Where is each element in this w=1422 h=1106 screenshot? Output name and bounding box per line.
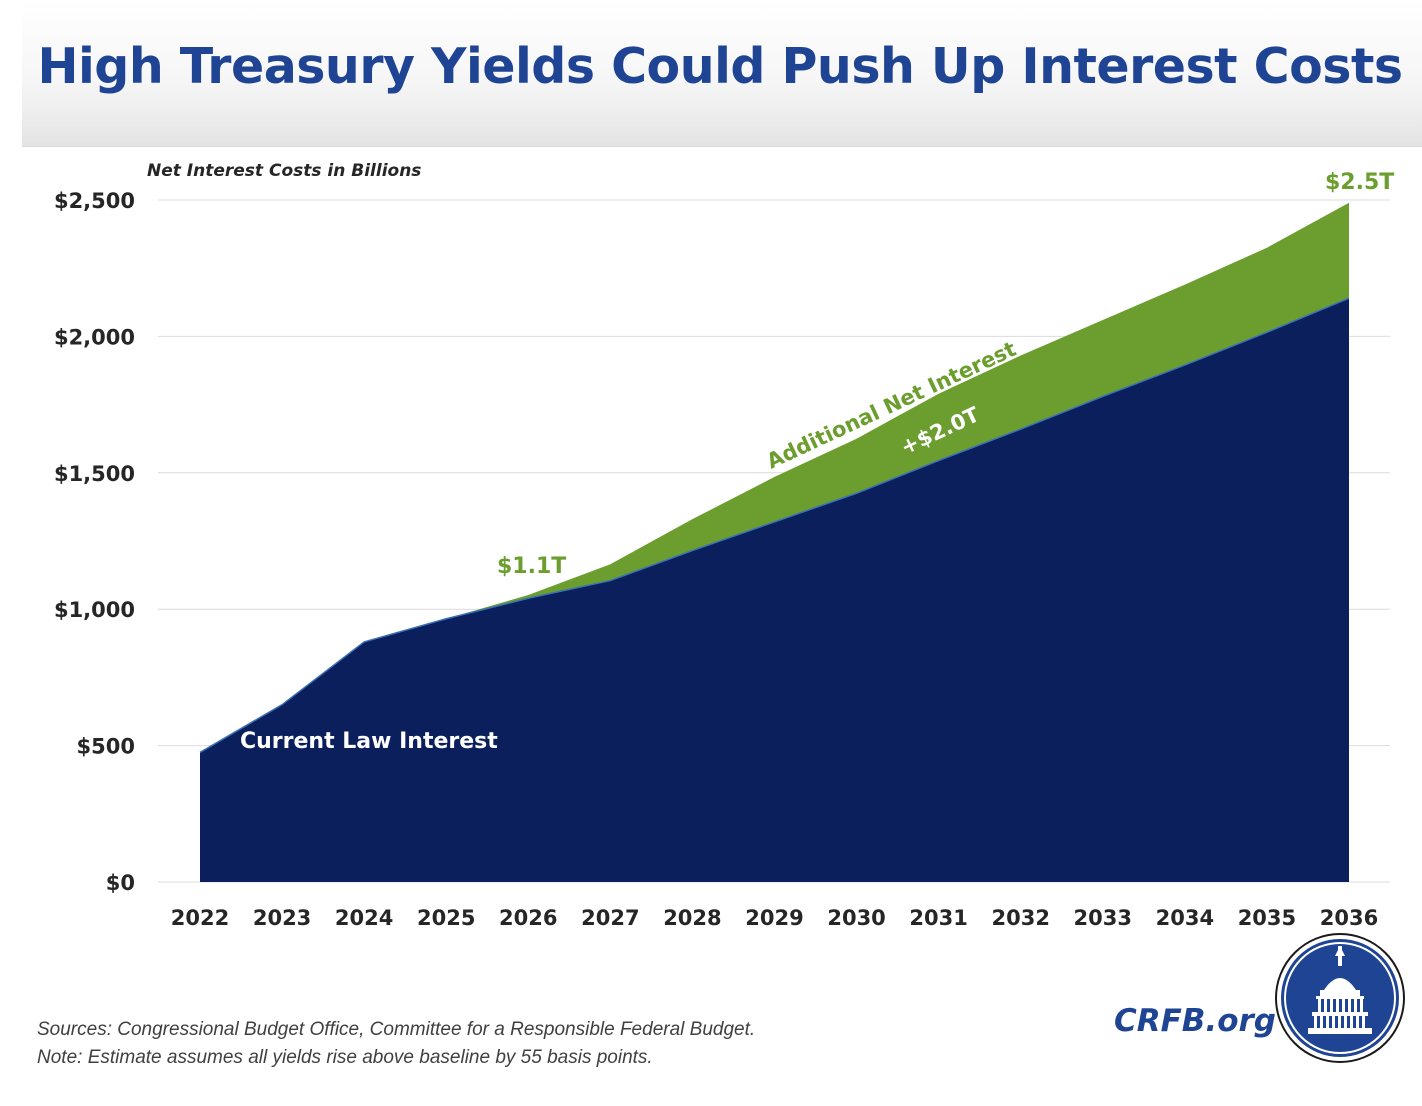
title-banner	[22, 0, 1422, 147]
y-tick-label: $2,000	[54, 325, 135, 349]
x-tick-label: 2024	[335, 906, 393, 930]
x-tick-label: 2035	[1238, 906, 1296, 930]
area-current-law-interest	[200, 298, 1349, 882]
annotation-end-total: $2.5T	[1325, 170, 1394, 195]
x-tick-label: 2023	[253, 906, 311, 930]
annotation-current-law-interest: Current Law Interest	[240, 729, 498, 754]
site-link[interactable]: CRFB.org	[1114, 1003, 1276, 1039]
x-tick-label: 2034	[1156, 906, 1214, 930]
capitol-dome-seal-icon	[1275, 933, 1405, 1063]
note-text: Note: Estimate assumes all yields rise a…	[37, 1047, 653, 1068]
x-tick-label: 2027	[581, 906, 639, 930]
x-tick-label: 2033	[1074, 906, 1132, 930]
x-tick-label: 2028	[663, 906, 721, 930]
y-tick-label: $1,500	[54, 462, 135, 486]
x-tick-label: 2025	[417, 906, 475, 930]
x-tick-label: 2029	[745, 906, 803, 930]
annotation-start-increase: $1.1T	[497, 554, 566, 579]
x-tick-label: 2026	[499, 906, 557, 930]
chart-title: High Treasury Yields Could Push Up Inter…	[37, 38, 1403, 95]
area-chart: $0$500$1,000$1,500$2,000$2,500 2022 2023 2…	[54, 161, 1394, 930]
x-tick-label: 2036	[1320, 906, 1378, 930]
y-tick-label: $0	[106, 871, 135, 895]
chart-areas	[199, 202, 1350, 882]
y-tick-label: $2,500	[54, 189, 135, 213]
sources-text: Sources: Congressional Budget Office, Co…	[37, 1019, 756, 1040]
x-tick-label: 2032	[991, 906, 1049, 930]
line-current-law-interest	[199, 297, 1350, 754]
y-tick-label: $1,000	[54, 598, 135, 622]
y-axis-ticks: $0 $500 $1,000 $1,500 $2,000 $2,500	[54, 189, 135, 895]
chart-footnotes: Sources: Congressional Budget Office, Co…	[37, 1016, 755, 1072]
x-axis-ticks: 2022 2023 2024 2025 2026 2027 2028 2029 2030 2031…	[171, 906, 1378, 930]
x-tick-label: 2031	[909, 906, 967, 930]
x-tick-label: 2022	[171, 906, 229, 930]
y-tick-label: $500	[77, 735, 135, 759]
y-axis-label: Net Interest Costs in Billions	[147, 161, 421, 181]
area-additional-net-interest	[200, 202, 1349, 753]
x-tick-label: 2030	[827, 906, 885, 930]
